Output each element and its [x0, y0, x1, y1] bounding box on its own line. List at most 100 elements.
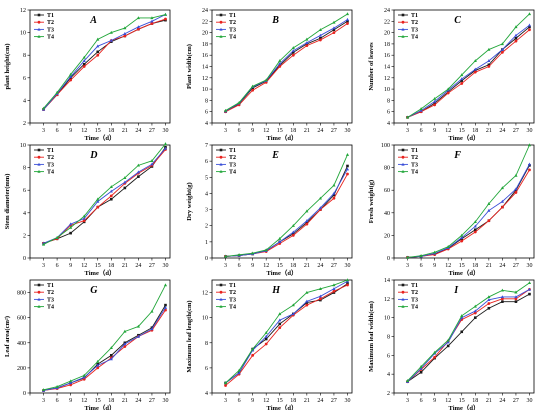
data-point	[291, 53, 295, 57]
data-point	[137, 175, 140, 178]
data-point	[251, 88, 255, 92]
series-t4	[405, 143, 532, 259]
y-tick-label: 10	[202, 87, 208, 93]
data-point	[150, 159, 154, 163]
legend-label: T3	[47, 27, 54, 33]
x-tick-label: 9	[433, 398, 436, 404]
y-tick-label: 2	[23, 233, 26, 239]
legend-label: T1	[229, 13, 236, 19]
data-point	[291, 303, 295, 307]
series-line	[43, 147, 166, 244]
y-tick-label: 6	[23, 188, 26, 194]
data-point	[163, 283, 168, 287]
data-point	[69, 72, 73, 76]
y-tick-label: 4	[23, 211, 26, 217]
series-t1	[42, 145, 167, 245]
legend-label: T4	[411, 35, 418, 41]
x-tick-label: 18	[108, 128, 114, 134]
x-tick-label: 15	[459, 263, 465, 269]
y-tick-label: 16	[202, 53, 208, 59]
data-point	[278, 240, 282, 244]
legend-marker	[37, 155, 41, 159]
legend-label: T4	[411, 170, 418, 176]
legend-marker	[219, 297, 223, 301]
y-tick-label: 800	[17, 291, 26, 297]
data-point	[460, 330, 464, 334]
data-point	[278, 312, 282, 316]
x-tick-label: 6	[420, 398, 423, 404]
data-point	[332, 31, 336, 34]
data-point	[514, 25, 518, 29]
y-tick-label: 14	[202, 65, 208, 71]
data-point	[332, 289, 336, 293]
data-point	[332, 196, 336, 200]
data-point	[405, 255, 410, 259]
x-tick-label: 30	[344, 128, 350, 134]
y-axis-title: Leaf area(cm²)	[4, 316, 11, 357]
data-point	[223, 381, 228, 385]
x-tick-label: 12	[263, 263, 269, 269]
data-point	[82, 65, 86, 68]
x-tick-label: 15	[277, 263, 283, 269]
series-t4	[223, 12, 350, 112]
y-tick-label: 16	[384, 53, 390, 59]
data-point	[278, 65, 282, 68]
y-tick-label: 10	[20, 31, 26, 37]
x-tick-label: 3	[406, 263, 409, 269]
data-point	[332, 183, 336, 187]
series-line	[225, 13, 348, 111]
data-point	[41, 388, 46, 392]
series-t3	[41, 146, 168, 245]
data-point	[433, 99, 437, 103]
data-point	[346, 22, 349, 25]
x-tick-label: 27	[149, 263, 155, 269]
x-tick-label: 3	[224, 128, 227, 134]
legend-label: T3	[47, 162, 54, 168]
data-point	[305, 303, 309, 307]
data-point	[473, 220, 477, 224]
x-tick-label: 21	[122, 398, 128, 404]
x-tick-label: 9	[69, 263, 72, 269]
y-tick-label: 200	[17, 366, 26, 372]
y-tick-label: 12	[202, 76, 208, 82]
y-tick-label: 4	[387, 121, 390, 127]
data-point	[41, 106, 46, 110]
data-point	[305, 209, 309, 213]
series-line	[407, 169, 530, 258]
y-tick-label: 6	[387, 110, 390, 116]
data-point	[345, 17, 350, 21]
data-point	[487, 65, 491, 68]
data-point	[527, 23, 532, 27]
y-tick-label: 6	[205, 110, 208, 116]
data-point	[136, 334, 140, 338]
data-point	[109, 185, 113, 189]
legend-label: T4	[229, 35, 236, 41]
x-tick-label: 12	[445, 263, 451, 269]
legend-marker	[401, 290, 405, 294]
data-point	[318, 196, 322, 200]
y-tick-label: 10	[20, 143, 26, 149]
data-point	[527, 12, 532, 16]
data-point	[346, 283, 349, 287]
data-point	[82, 55, 86, 59]
x-tick-label: 6	[56, 263, 59, 269]
y-tick-label: 400	[17, 341, 26, 347]
data-point	[473, 59, 477, 63]
data-point	[528, 292, 531, 296]
x-tick-label: 15	[95, 128, 101, 134]
data-point	[96, 363, 100, 367]
data-point	[123, 186, 127, 190]
data-point	[332, 28, 336, 32]
data-point	[164, 17, 167, 21]
data-point	[163, 305, 168, 309]
x-tick-label: 3	[42, 128, 45, 134]
x-tick-label: 12	[263, 398, 269, 404]
data-point	[460, 314, 464, 317]
data-point	[123, 26, 127, 30]
data-point	[96, 199, 100, 203]
data-point	[528, 28, 531, 32]
legend-marker	[37, 290, 41, 294]
